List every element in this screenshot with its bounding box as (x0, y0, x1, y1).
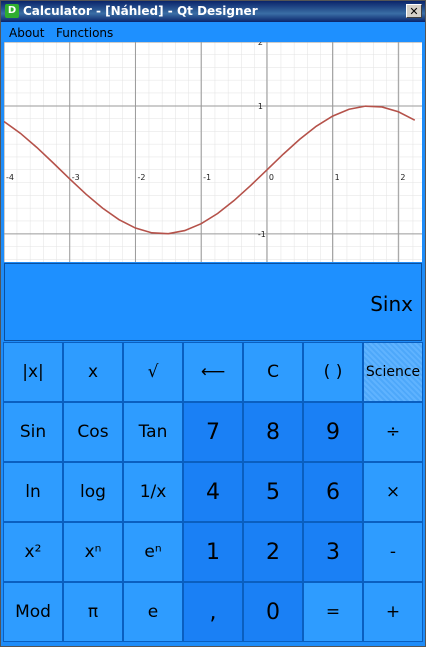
calc-button[interactable]: - (363, 522, 423, 582)
calc-button[interactable]: Cos (63, 402, 123, 462)
x-tick-label: 2 (400, 173, 405, 182)
display: Sinx (4, 263, 422, 341)
calc-button[interactable]: ln (3, 462, 63, 522)
y-tick-label: 1 (258, 102, 263, 111)
curve (4, 105, 416, 235)
calc-button[interactable]: ⟵ (183, 342, 243, 402)
calc-button[interactable]: 6 (303, 462, 363, 522)
close-button[interactable]: ✕ (406, 4, 422, 18)
x-tick-label: 0 (269, 173, 274, 182)
display-text: Sinx (370, 292, 413, 316)
window-title: Calculator - [Náhled] - Qt Designer (23, 4, 258, 18)
x-tick-label: 1 (335, 173, 340, 182)
graph: -4 -3 -2 -1 0 1 2 -1 1 2 (4, 42, 422, 262)
x-tick-label: -1 (203, 173, 211, 182)
calc-button[interactable]: × (363, 462, 423, 522)
title-bar: D Calculator - [Náhled] - Qt Designer ✕ (1, 1, 425, 22)
calc-button[interactable]: e (123, 582, 183, 642)
calc-button[interactable]: 2 (243, 522, 303, 582)
menu-bar: About Functions (1, 22, 425, 42)
calc-button[interactable]: xⁿ (63, 522, 123, 582)
calc-button[interactable]: |x| (3, 342, 63, 402)
calc-button[interactable]: eⁿ (123, 522, 183, 582)
calc-button[interactable]: 5 (243, 462, 303, 522)
calc-button[interactable]: , (183, 582, 243, 642)
calc-button[interactable]: + (363, 582, 423, 642)
calc-button[interactable]: 3 (303, 522, 363, 582)
minor-grid (4, 42, 422, 262)
x-tick-label: -2 (137, 173, 145, 182)
x-tick-label: -4 (6, 173, 14, 182)
calc-button[interactable]: π (63, 582, 123, 642)
calc-button[interactable]: x (63, 342, 123, 402)
calc-button[interactable]: Tan (123, 402, 183, 462)
calc-button[interactable]: C (243, 342, 303, 402)
calc-button[interactable]: 1 (183, 522, 243, 582)
y-tick-label: -1 (258, 230, 266, 239)
x-tick-label: -3 (72, 173, 80, 182)
calc-button[interactable]: log (63, 462, 123, 522)
calc-button[interactable]: 4 (183, 462, 243, 522)
app-icon: D (5, 4, 19, 18)
calc-button[interactable]: 7 (183, 402, 243, 462)
calc-button[interactable]: = (303, 582, 363, 642)
menu-item[interactable]: About (9, 26, 45, 40)
calc-button[interactable]: Sin (3, 402, 63, 462)
y-tick-label: 2 (258, 42, 263, 47)
calc-button[interactable]: 8 (243, 402, 303, 462)
calc-button[interactable]: ( ) (303, 342, 363, 402)
calc-button[interactable]: 0 (243, 582, 303, 642)
calc-button[interactable]: Mod (3, 582, 63, 642)
calc-button[interactable]: √ (123, 342, 183, 402)
calc-button[interactable]: x² (3, 522, 63, 582)
calc-button[interactable]: Science (363, 342, 423, 402)
menu-item[interactable]: Functions (56, 26, 114, 40)
calc-button[interactable]: ÷ (363, 402, 423, 462)
calc-button[interactable]: 1/x (123, 462, 183, 522)
calc-button[interactable]: 9 (303, 402, 363, 462)
